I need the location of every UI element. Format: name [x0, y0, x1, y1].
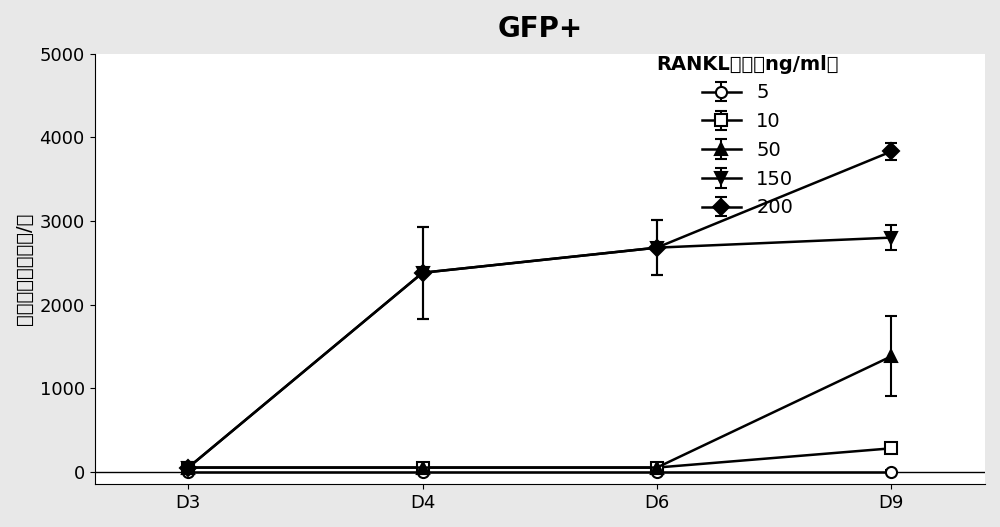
- Y-axis label: 融合破骨细胞数目/孔: 融合破骨细胞数目/孔: [15, 213, 34, 325]
- Title: GFP+: GFP+: [497, 15, 582, 43]
- Legend: 5, 10, 50, 150, 200: 5, 10, 50, 150, 200: [656, 55, 839, 218]
